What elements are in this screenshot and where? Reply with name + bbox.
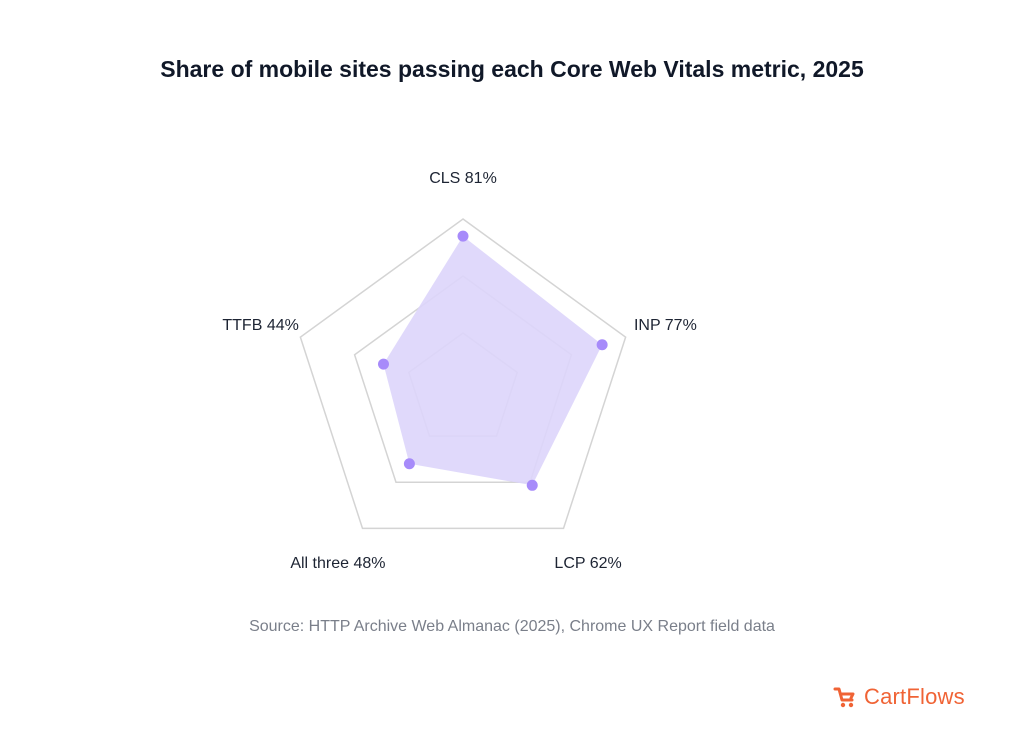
data-point-ttfb <box>377 358 389 370</box>
cart-icon <box>833 687 855 708</box>
axis-labels: CLS 81% INP 77% LCP 62% All three 48% TTFB 4… <box>222 170 696 572</box>
data-area <box>383 236 603 486</box>
data-point-cls <box>457 230 469 242</box>
chart-title: Share of mobile sites passing each Core … <box>160 56 864 82</box>
cartflows-logo: CartFlows <box>832 684 965 710</box>
source-note: Source: HTTP Archive Web Almanac (2025),… <box>249 618 775 635</box>
data-point-inp <box>596 339 608 351</box>
brand-name: CartFlows <box>864 684 965 709</box>
axis-label-cls: CLS 81% <box>429 170 497 187</box>
axis-label-lcp: LCP 62% <box>554 555 621 572</box>
data-point-all-three <box>403 458 415 470</box>
radar-chart: CLS 81% INP 77% LCP 62% All three 48% TTFB 4… <box>222 170 696 572</box>
axis-label-inp: INP 77% <box>634 317 697 334</box>
data-points <box>377 230 608 491</box>
axis-label-ttfb: TTFB 44% <box>222 317 298 334</box>
data-point-lcp <box>526 479 538 491</box>
axis-label-all-three: All three 48% <box>290 555 385 572</box>
grid-ring <box>299 218 627 530</box>
